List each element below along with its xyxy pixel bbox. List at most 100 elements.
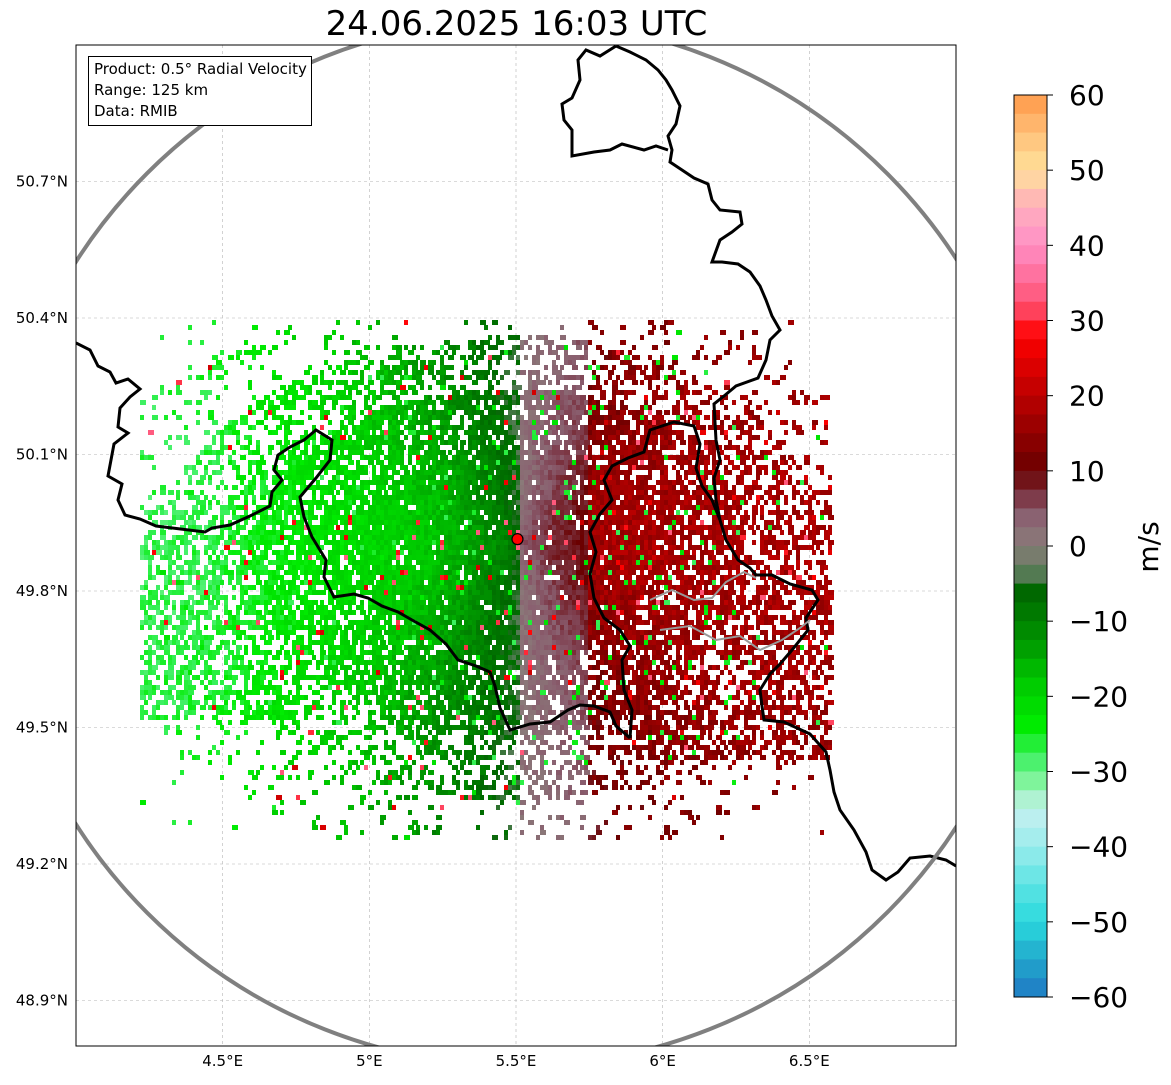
velocity-pixel: [656, 365, 660, 370]
velocity-pixel: [548, 550, 552, 555]
velocity-pixel: [544, 430, 548, 435]
velocity-pixel: [272, 580, 278, 585]
velocity-pixel: [376, 525, 382, 530]
velocity-pixel: [184, 490, 188, 495]
velocity-pixel: [456, 425, 460, 430]
velocity-pixel: [348, 520, 352, 525]
velocity-pixel: [620, 470, 624, 475]
velocity-pixel: [628, 365, 632, 370]
velocity-pixel: [176, 390, 182, 395]
velocity-pixel: [556, 505, 560, 510]
velocity-pixel: [444, 365, 448, 370]
velocity-pixel: [316, 480, 320, 485]
velocity-pixel: [532, 545, 536, 550]
velocity-pixel: [220, 570, 224, 575]
velocity-pixel: [504, 440, 508, 445]
velocity-pixel: [504, 565, 508, 570]
velocity-pixel: [644, 550, 648, 555]
velocity-pixel: [488, 500, 492, 505]
velocity-pixel: [204, 570, 208, 575]
velocity-pixel: [380, 450, 384, 455]
velocity-pixel: [756, 565, 760, 570]
velocity-pixel: [516, 485, 520, 490]
velocity-pixel: [584, 565, 588, 570]
velocity-pixel: [676, 495, 680, 500]
velocity-pixel: [676, 435, 680, 440]
velocity-pixel: [676, 480, 680, 485]
velocity-pixel: [564, 515, 568, 520]
velocity-pixel: [140, 505, 144, 510]
velocity-pixel: [684, 485, 688, 490]
velocity-pixel: [512, 485, 516, 490]
velocity-pixel: [764, 375, 770, 380]
velocity-pixel: [528, 395, 532, 400]
velocity-pixel: [360, 490, 364, 495]
velocity-pixel: [612, 475, 616, 480]
velocity-pixel: [188, 565, 192, 570]
velocity-pixel: [488, 480, 492, 485]
velocity-pixel: [512, 435, 516, 440]
velocity-pixel: [160, 555, 164, 560]
velocity-pixel: [596, 405, 600, 410]
velocity-pixel: [160, 545, 164, 550]
velocity-pixel: [232, 425, 236, 430]
velocity-pixel: [388, 575, 392, 580]
velocity-pixel: [496, 505, 500, 510]
velocity-pixel: [460, 475, 464, 480]
velocity-pixel: [452, 495, 456, 500]
velocity-pixel: [496, 545, 500, 550]
velocity-pixel: [320, 530, 324, 535]
velocity-pixel: [816, 525, 820, 530]
velocity-pixel: [288, 550, 294, 555]
velocity-pixel: [652, 445, 656, 450]
velocity-pixel: [480, 550, 484, 555]
velocity-pixel: [292, 465, 296, 470]
velocity-pixel: [536, 475, 540, 480]
velocity-pixel: [552, 540, 556, 545]
velocity-pixel: [588, 490, 592, 495]
velocity-pixel: [500, 550, 504, 555]
velocity-pixel: [512, 350, 516, 355]
velocity-pixel: [404, 525, 408, 530]
velocity-pixel: [424, 450, 428, 455]
velocity-pixel: [244, 505, 248, 510]
velocity-pixel: [612, 535, 616, 540]
velocity-pixel: [808, 520, 812, 525]
velocity-pixel: [708, 395, 712, 400]
velocity-pixel: [368, 560, 372, 565]
velocity-pixel: [748, 435, 752, 440]
velocity-pixel: [756, 485, 762, 490]
velocity-pixel: [344, 385, 348, 390]
velocity-pixel: [740, 475, 744, 480]
velocity-pixel: [464, 525, 468, 530]
velocity-pixel: [636, 555, 640, 560]
velocity-pixel: [612, 470, 616, 475]
velocity-pixel: [792, 390, 796, 395]
velocity-pixel: [496, 455, 500, 460]
velocity-pixel: [428, 515, 432, 520]
velocity-pixel: [400, 420, 404, 425]
velocity-pixel: [228, 570, 234, 575]
velocity-pixel: [560, 470, 566, 475]
velocity-pixel: [488, 495, 492, 500]
velocity-pixel: [384, 365, 390, 370]
velocity-pixel: [568, 530, 572, 535]
velocity-pixel: [592, 480, 596, 485]
velocity-pixel: [448, 545, 452, 550]
velocity-pixel: [160, 570, 166, 575]
velocity-pixel: [500, 455, 504, 460]
velocity-pixel: [552, 535, 556, 540]
velocity-pixel: [392, 410, 396, 415]
velocity-pixel: [544, 490, 548, 495]
velocity-pixel: [324, 520, 328, 525]
velocity-pixel: [452, 580, 456, 585]
velocity-pixel: [612, 520, 616, 525]
velocity-pixel: [612, 380, 618, 385]
velocity-pixel: [728, 340, 732, 345]
velocity-pixel: [616, 480, 620, 485]
velocity-pixel: [516, 490, 520, 495]
velocity-pixel: [488, 440, 492, 445]
velocity-pixel: [488, 390, 492, 395]
velocity-pixel: [680, 535, 684, 540]
velocity-pixel: [324, 450, 328, 455]
